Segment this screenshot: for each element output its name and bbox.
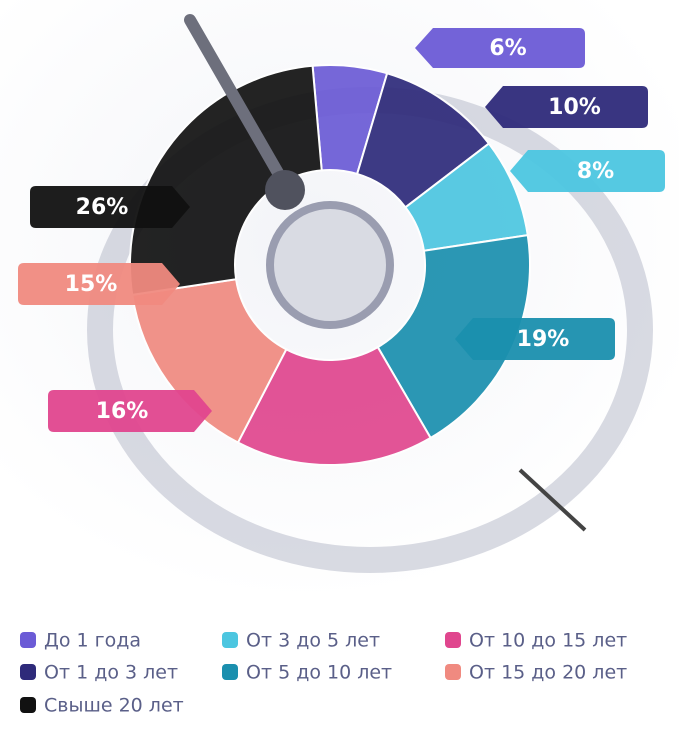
callout <box>510 150 665 192</box>
labels: 6% 10% 8% 19% 16% 15% 26% <box>18 28 665 432</box>
legend-label: Свыше 20 лет <box>44 695 184 717</box>
callout <box>30 186 190 228</box>
callout <box>48 390 212 432</box>
value-label: 16% <box>96 399 149 424</box>
rod <box>184 14 291 191</box>
legend-swatch <box>20 697 36 713</box>
value-label: 26% <box>76 195 129 220</box>
callout <box>455 318 615 360</box>
value-label: 10% <box>548 95 601 120</box>
legend-label: От 3 до 5 лет <box>246 630 380 652</box>
callout <box>485 86 648 128</box>
value-label: 6% <box>489 36 526 61</box>
legend-swatch <box>222 632 238 648</box>
value-label: 19% <box>517 327 570 352</box>
wire <box>518 468 587 532</box>
legend-label: От 1 до 3 лет <box>44 662 178 684</box>
donut <box>129 64 531 466</box>
legend: До 1 года От 1 до 3 лет От 3 до 5 лет От 5 … <box>20 630 627 717</box>
legend-label: От 5 до 10 лет <box>246 662 392 684</box>
value-label: 8% <box>577 159 614 184</box>
legend-swatch <box>445 664 461 680</box>
legend-swatch <box>20 664 36 680</box>
value-label: 15% <box>65 272 118 297</box>
rod-cap <box>265 170 305 210</box>
legend-swatch <box>222 664 238 680</box>
donut-segment <box>376 233 531 440</box>
legend-swatch <box>445 632 461 648</box>
legend-label: От 15 до 20 лет <box>469 662 627 684</box>
callout <box>415 28 585 68</box>
legend-swatch <box>20 632 36 648</box>
center-hub <box>266 201 394 329</box>
donut-segment <box>236 345 432 466</box>
legend-label: От 10 до 15 лет <box>469 630 627 652</box>
legend-label: До 1 года <box>44 630 141 652</box>
callout <box>18 263 180 305</box>
